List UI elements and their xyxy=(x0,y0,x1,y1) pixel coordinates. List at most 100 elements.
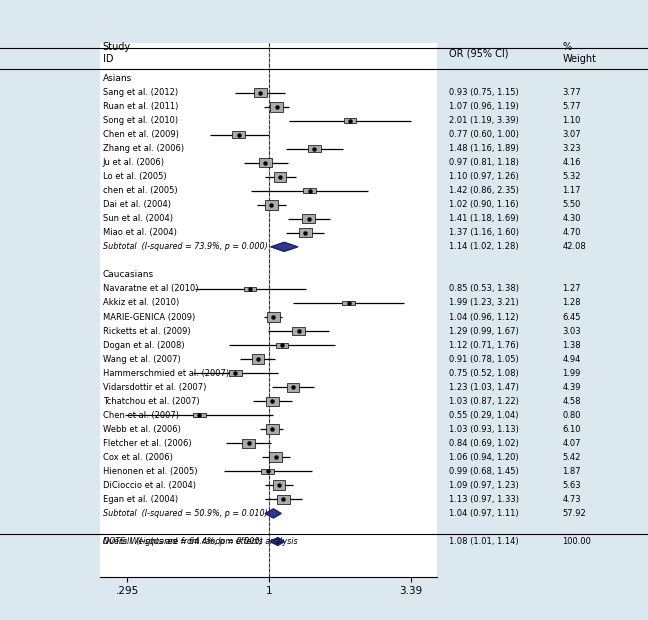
Text: 4.16: 4.16 xyxy=(562,158,581,167)
Text: 4.58: 4.58 xyxy=(562,397,581,405)
Text: Song et al. (2010): Song et al. (2010) xyxy=(103,116,178,125)
Text: .: . xyxy=(103,259,104,263)
Text: 5.63: 5.63 xyxy=(562,481,581,490)
Bar xyxy=(266,424,279,435)
Text: Dogan et al. (2008): Dogan et al. (2008) xyxy=(103,340,185,350)
Text: Dai et al. (2004): Dai et al. (2004) xyxy=(103,200,170,210)
Text: 1.08 (1.01, 1.14): 1.08 (1.01, 1.14) xyxy=(448,537,518,546)
Text: Subtotal  (I-squared = 50.9%, p = 0.010): Subtotal (I-squared = 50.9%, p = 0.010) xyxy=(103,509,268,518)
Bar xyxy=(193,414,206,417)
Text: Webb et al. (2006): Webb et al. (2006) xyxy=(103,425,181,434)
Text: MARIE-GENICA (2009): MARIE-GENICA (2009) xyxy=(103,312,195,322)
Text: 0.84 (0.69, 1.02): 0.84 (0.69, 1.02) xyxy=(448,439,518,448)
Text: 0.75 (0.52, 1.08): 0.75 (0.52, 1.08) xyxy=(448,369,518,378)
Text: 4.07: 4.07 xyxy=(562,439,581,448)
Bar xyxy=(266,397,279,405)
Text: 42.08: 42.08 xyxy=(562,242,586,251)
Text: 1.13 (0.97, 1.33): 1.13 (0.97, 1.33) xyxy=(448,495,518,504)
Text: .: . xyxy=(103,525,104,530)
Text: 0.77 (0.60, 1.00): 0.77 (0.60, 1.00) xyxy=(448,130,518,139)
Text: Study
ID: Study ID xyxy=(103,42,131,64)
Text: Navaratne et al (2010): Navaratne et al (2010) xyxy=(103,285,198,293)
Text: 1.17: 1.17 xyxy=(562,186,581,195)
Text: 1.03 (0.93, 1.13): 1.03 (0.93, 1.13) xyxy=(448,425,518,434)
Bar xyxy=(270,453,282,462)
Text: 3.23: 3.23 xyxy=(562,144,581,153)
Bar xyxy=(277,495,290,504)
Text: 1.23 (1.03, 1.47): 1.23 (1.03, 1.47) xyxy=(448,383,518,392)
Text: 1.12 (0.71, 1.76): 1.12 (0.71, 1.76) xyxy=(448,340,518,350)
Polygon shape xyxy=(266,509,281,518)
Text: Sang et al. (2012): Sang et al. (2012) xyxy=(103,88,178,97)
Text: 1.04 (0.97, 1.11): 1.04 (0.97, 1.11) xyxy=(448,509,518,518)
Text: 0.99 (0.68, 1.45): 0.99 (0.68, 1.45) xyxy=(448,467,518,476)
Text: 3.77: 3.77 xyxy=(562,88,581,97)
Text: Chen et al. (2009): Chen et al. (2009) xyxy=(103,130,179,139)
Text: DiCioccio et al. (2004): DiCioccio et al. (2004) xyxy=(103,481,196,490)
Text: Asians: Asians xyxy=(103,74,132,83)
Text: 1.42 (0.86, 2.35): 1.42 (0.86, 2.35) xyxy=(448,186,518,195)
Text: Hienonen et al. (2005): Hienonen et al. (2005) xyxy=(103,467,197,476)
Text: 1.03 (0.87, 1.22): 1.03 (0.87, 1.22) xyxy=(448,397,518,405)
Bar xyxy=(286,383,299,392)
Text: 1.48 (1.16, 1.89): 1.48 (1.16, 1.89) xyxy=(448,144,518,153)
Text: 1.07 (0.96, 1.19): 1.07 (0.96, 1.19) xyxy=(448,102,518,111)
Text: 4.70: 4.70 xyxy=(562,228,581,237)
Text: 1.10: 1.10 xyxy=(562,116,581,125)
Text: Ju et al. (2006): Ju et al. (2006) xyxy=(103,158,165,167)
Text: Egan et al. (2004): Egan et al. (2004) xyxy=(103,495,178,504)
Text: 1.38: 1.38 xyxy=(562,340,581,350)
Text: 5.32: 5.32 xyxy=(562,172,581,181)
Text: Hammerschmied et al. (2007): Hammerschmied et al. (2007) xyxy=(103,369,229,378)
Text: Sun et al. (2004): Sun et al. (2004) xyxy=(103,215,173,223)
Bar xyxy=(251,355,264,364)
Bar xyxy=(261,469,274,474)
Text: Cox et al. (2006): Cox et al. (2006) xyxy=(103,453,172,462)
Text: Ricketts et al. (2009): Ricketts et al. (2009) xyxy=(103,327,191,335)
Text: 0.97 (0.81, 1.18): 0.97 (0.81, 1.18) xyxy=(448,158,518,167)
Text: 6.45: 6.45 xyxy=(562,312,581,322)
Text: Zhang et al. (2006): Zhang et al. (2006) xyxy=(103,144,184,153)
Text: Overall  (I-squared = 64.4%, p = 0.000): Overall (I-squared = 64.4%, p = 0.000) xyxy=(103,537,262,546)
Text: 1.28: 1.28 xyxy=(562,298,581,308)
Text: 0.55 (0.29, 1.04): 0.55 (0.29, 1.04) xyxy=(448,410,518,420)
Bar xyxy=(229,370,242,376)
Text: Akkiz et al. (2010): Akkiz et al. (2010) xyxy=(103,298,179,308)
Text: 1.29 (0.99, 1.67): 1.29 (0.99, 1.67) xyxy=(448,327,518,335)
Bar xyxy=(292,327,305,335)
Text: 57.92: 57.92 xyxy=(562,509,586,518)
Text: 1.14 (1.02, 1.28): 1.14 (1.02, 1.28) xyxy=(448,242,518,251)
Text: 0.93 (0.75, 1.15): 0.93 (0.75, 1.15) xyxy=(448,88,518,97)
Text: 3.03: 3.03 xyxy=(562,327,581,335)
Text: 1.99 (1.23, 3.21): 1.99 (1.23, 3.21) xyxy=(448,298,518,308)
Text: 1.06 (0.94, 1.20): 1.06 (0.94, 1.20) xyxy=(448,453,518,462)
Text: %
Weight: % Weight xyxy=(562,42,596,64)
Text: 0.80: 0.80 xyxy=(562,410,581,420)
Text: 4.30: 4.30 xyxy=(562,215,581,223)
Bar xyxy=(254,89,267,97)
Bar xyxy=(303,215,315,223)
Text: 1.87: 1.87 xyxy=(562,467,581,476)
Text: 1.37 (1.16, 1.60): 1.37 (1.16, 1.60) xyxy=(448,228,518,237)
Text: 0.91 (0.78, 1.05): 0.91 (0.78, 1.05) xyxy=(448,355,518,363)
Bar xyxy=(308,145,321,153)
Text: 4.73: 4.73 xyxy=(562,495,581,504)
Text: Wang et al. (2007): Wang et al. (2007) xyxy=(103,355,181,363)
Polygon shape xyxy=(270,538,284,546)
Text: OR (95% CI): OR (95% CI) xyxy=(448,48,508,58)
Text: NOTE: Weights are from random effects analysis: NOTE: Weights are from random effects an… xyxy=(103,537,297,546)
Text: Tchatchou et al. (2007): Tchatchou et al. (2007) xyxy=(103,397,200,405)
Text: 1.27: 1.27 xyxy=(562,285,581,293)
Text: 5.42: 5.42 xyxy=(562,453,581,462)
Text: 1.09 (0.97, 1.23): 1.09 (0.97, 1.23) xyxy=(448,481,518,490)
Text: Vidarsdottir et al. (2007): Vidarsdottir et al. (2007) xyxy=(103,383,206,392)
Bar xyxy=(299,228,312,237)
Text: 1.41 (1.18, 1.69): 1.41 (1.18, 1.69) xyxy=(448,215,518,223)
Bar xyxy=(275,343,288,348)
Text: 1.99: 1.99 xyxy=(562,369,581,378)
Text: Ruan et al. (2011): Ruan et al. (2011) xyxy=(103,102,178,111)
Text: 1.02 (0.90, 1.16): 1.02 (0.90, 1.16) xyxy=(448,200,518,210)
Text: 6.10: 6.10 xyxy=(562,425,581,434)
Bar xyxy=(259,158,272,167)
Text: Chen et al. (2007): Chen et al. (2007) xyxy=(103,410,179,420)
